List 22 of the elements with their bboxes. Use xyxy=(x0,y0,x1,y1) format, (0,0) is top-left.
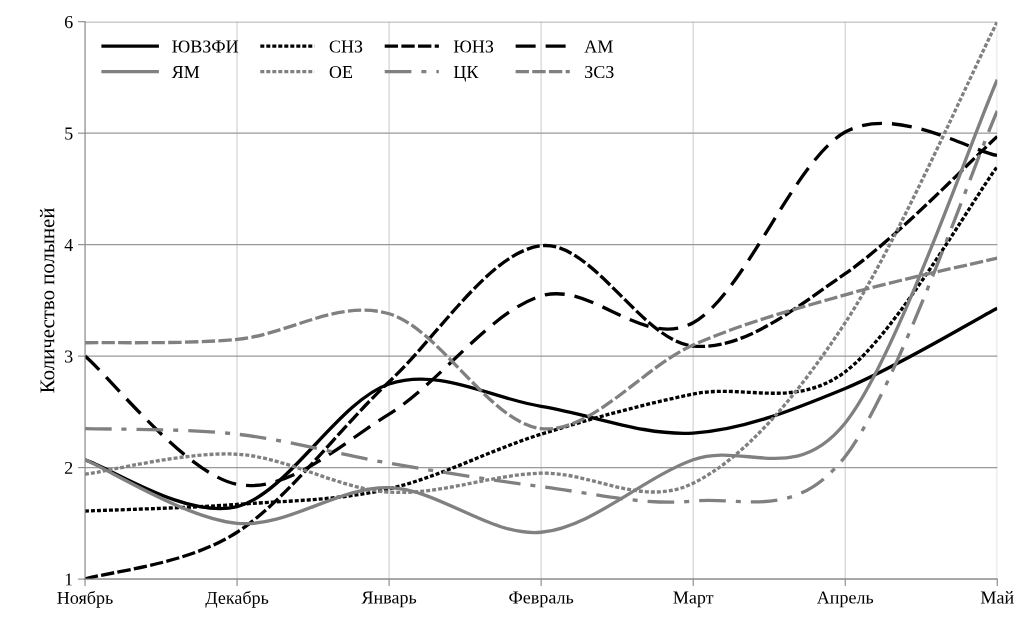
legend-label: СНЗ xyxy=(329,40,363,53)
y-tick-label: 2 xyxy=(64,461,73,474)
legend-label: ЦК xyxy=(453,66,479,82)
x-tick-label: Декабрь xyxy=(205,590,269,608)
x-tick-label: Март xyxy=(673,591,714,608)
y-tick-label: 4 xyxy=(64,239,73,251)
legend-label: ЮВЗФИ xyxy=(172,40,239,53)
legend-label: ЯМ xyxy=(171,66,200,78)
legend-label: ОЕ xyxy=(329,65,353,79)
y-tick-label: 6 xyxy=(64,16,73,29)
legend-label: ЗСЗ xyxy=(585,65,614,79)
y-tick-label: 3 xyxy=(65,350,73,363)
y-axis-title: Количество полыней xyxy=(39,208,55,393)
legend-label: ЮНЗ xyxy=(453,40,494,53)
x-tick-label: Ноябрь xyxy=(57,590,113,608)
y-tick-label: 1 xyxy=(65,573,73,586)
x-tick-label: Май xyxy=(980,591,1014,604)
legend-label: АМ xyxy=(584,40,613,53)
y-tick-label: 5 xyxy=(65,127,73,140)
x-tick-label: Февраль xyxy=(509,591,574,608)
x-tick-label: Апрель xyxy=(816,591,874,608)
x-tick-label: Январь xyxy=(361,591,417,608)
